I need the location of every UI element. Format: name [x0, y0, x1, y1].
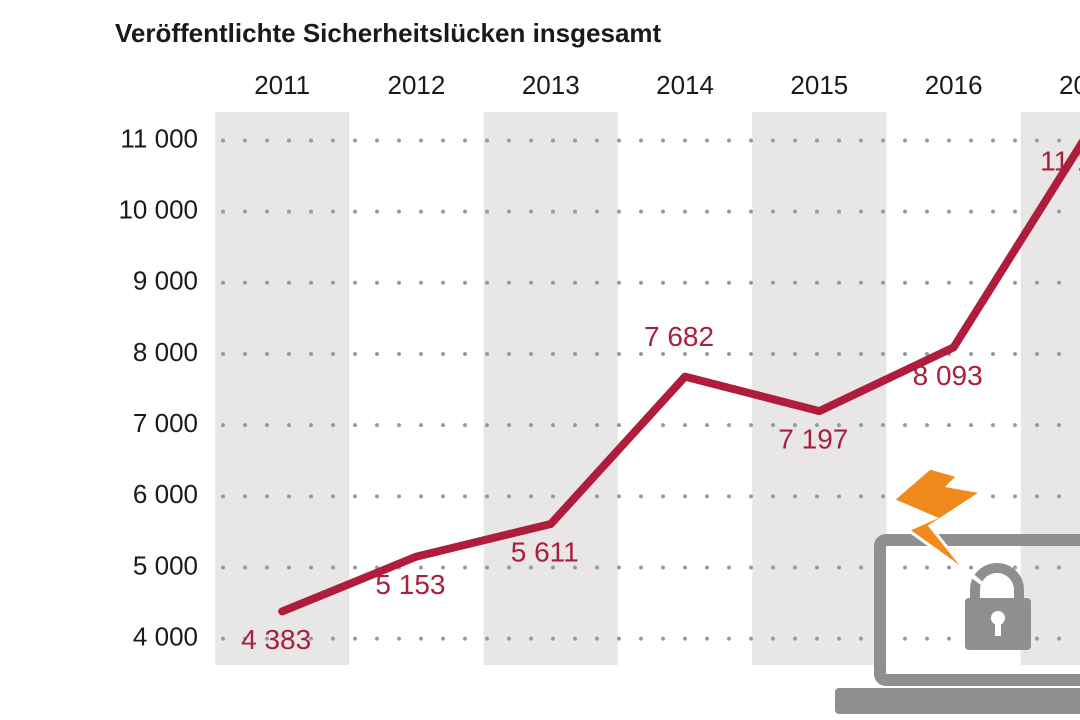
- x-tick-label: 2015: [790, 70, 848, 100]
- x-tick-label: 2013: [522, 70, 580, 100]
- plot: 4 383 5 153 5 611 7 682 7 197 8 093 11 100: [241, 138, 1080, 655]
- y-tick-label: 8 000: [133, 337, 198, 367]
- x-tick-label: 2014: [656, 70, 714, 100]
- value-label: 4 383: [241, 624, 311, 655]
- value-label: 7 197: [778, 424, 848, 455]
- y-tick-label: 10 000: [118, 195, 198, 225]
- column-band: [483, 112, 618, 665]
- y-tick-label: 7 000: [133, 408, 198, 438]
- column-band: [215, 112, 350, 665]
- laptop-icon: [835, 466, 1080, 714]
- y-tick-label: 11 000: [120, 123, 198, 153]
- y-tick-label: 9 000: [133, 266, 198, 296]
- column-band: [1020, 112, 1080, 665]
- y-tick-label: 4 000: [133, 622, 198, 652]
- value-label: 7 682: [644, 321, 714, 352]
- x-tick-label: 2012: [388, 70, 446, 100]
- value-label: 8 093: [913, 360, 983, 391]
- value-label: 11 100: [1040, 146, 1080, 177]
- y-tick-label: 6 000: [133, 479, 198, 509]
- value-label: 5 153: [375, 569, 445, 600]
- y-tick-label: 5 000: [133, 550, 198, 580]
- data-line: [278, 138, 1080, 616]
- x-tick-label: 2016: [925, 70, 983, 100]
- x-tick-label: 2017: [1059, 70, 1080, 100]
- chart-title: Veröffentlichte Sicherheitslücken insges…: [115, 18, 662, 48]
- x-tick-label: 2011: [254, 70, 310, 100]
- value-label: 5 611: [511, 536, 579, 567]
